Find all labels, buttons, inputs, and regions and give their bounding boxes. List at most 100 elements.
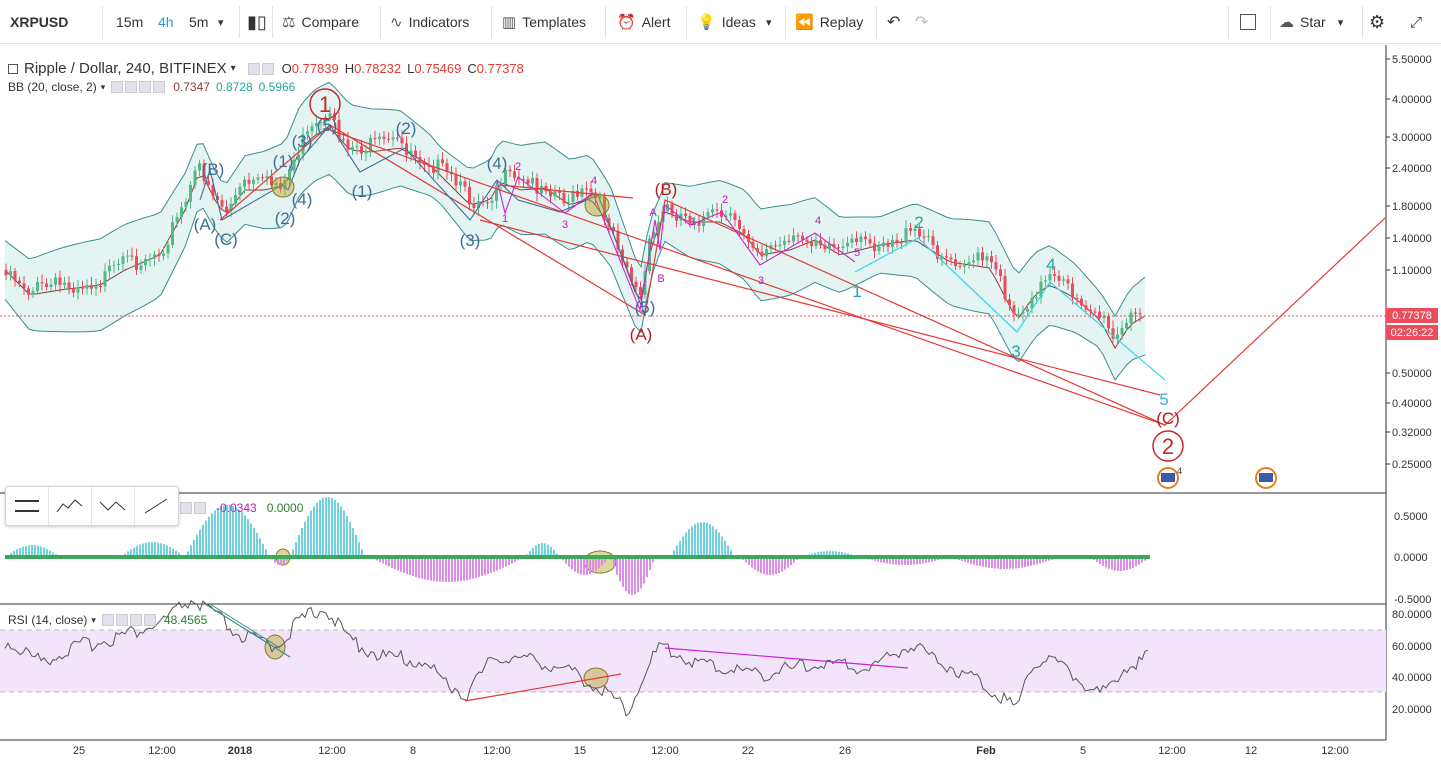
highlight-markers — [264, 176, 617, 689]
time-tick-label: 25 — [73, 745, 85, 757]
event-count-label: 4 — [1177, 466, 1182, 476]
rsi-dropdown-icon[interactable]: ▾ — [91, 614, 96, 625]
wave-B-intermediate-label: (B) — [202, 160, 225, 179]
minor-wave-B-label: B — [657, 273, 664, 285]
elliott-correction-icon[interactable] — [92, 487, 135, 525]
minute-wave-2-label: 2 — [914, 213, 923, 232]
bb-close-icon[interactable] — [153, 81, 166, 93]
minute-wave-3-label: 3 — [1011, 342, 1020, 361]
osc-close-icon[interactable] — [194, 502, 206, 514]
replay-button[interactable]: ⏪ Replay — [795, 0, 863, 44]
price-tick-label: 1.40000 — [1392, 233, 1432, 245]
alert-label: Alert — [641, 14, 671, 30]
alarm-clock-icon: ⏰ — [617, 14, 636, 31]
price-tick-label: 0.50000 — [1392, 368, 1432, 380]
wave-1-intermediate-label: (1) — [273, 152, 294, 171]
price-tick-label: 2.40000 — [1392, 163, 1432, 175]
rsi-eye-icon[interactable] — [101, 614, 114, 626]
interval-15m[interactable]: 15m — [116, 14, 144, 30]
rsi-add-icon[interactable] — [129, 614, 142, 626]
ideas-button[interactable]: 💡 Ideas ▾ — [697, 0, 771, 44]
time-tick-label: 12:00 — [483, 745, 511, 757]
price-tick-label: 1.80000 — [1392, 201, 1432, 213]
minor-wave-1b-label: 1 — [690, 216, 696, 228]
fullscreen-box-icon[interactable] — [1240, 0, 1256, 44]
bb-mid-value: 0.7347 — [173, 80, 210, 94]
osc-trendline — [209, 603, 281, 649]
bb-dropdown-icon[interactable]: ▾ — [100, 81, 106, 92]
rsi-label[interactable]: RSI (14, close) — [8, 613, 88, 627]
wave-C-intermediate-label: (C) — [214, 230, 238, 249]
rsi-tick-label: 40.0000 — [1392, 672, 1432, 684]
minute-wave-lines — [854, 237, 1166, 381]
star-dropdown-icon: ▾ — [1337, 16, 1344, 29]
wave-2-intermediate-label: (2) — [275, 209, 296, 228]
osc-tick-label: 0.5000 — [1394, 511, 1428, 523]
last-price-tag: 0.77378 — [1386, 308, 1438, 323]
bb-lower-value: 0.5966 — [258, 80, 296, 94]
bb-settings-icon[interactable] — [125, 81, 138, 93]
minor-wave-2b-label: 2 — [722, 194, 728, 206]
price-tick-label: 0.32000 — [1392, 427, 1432, 439]
indicators-button[interactable]: ∿ Indicators — [390, 0, 469, 44]
templates-button[interactable]: ▥ Templates — [502, 0, 586, 44]
hamburger-menu-icon[interactable] — [6, 487, 49, 525]
minute-wave-4-label: 4 — [1046, 255, 1055, 274]
eye-icon[interactable] — [247, 62, 260, 75]
interval-5m[interactable]: 5m — [189, 14, 209, 30]
expand-icon[interactable]: ⤢ — [1410, 13, 1423, 31]
alert-button[interactable]: ⏰ Alert — [617, 0, 670, 44]
economic-event-icons[interactable]: 4 — [1157, 466, 1277, 489]
candle-style-icon[interactable]: ▮▯ — [247, 11, 267, 32]
bb-label[interactable]: BB (20, close, 2) — [8, 80, 97, 94]
interval-4h[interactable]: 4h — [158, 14, 174, 30]
compare-button[interactable]: ⚖ Compare — [282, 0, 359, 44]
time-tick-label: 2018 — [228, 745, 252, 757]
osc-legend: -0.0343 0.0000 — [180, 501, 303, 515]
rsi-legend: RSI (14, close) ▾ 48.4565 — [8, 613, 207, 627]
bb-add-icon[interactable] — [139, 81, 152, 93]
redo-icon[interactable]: ↷ — [915, 14, 929, 31]
osc-add-icon[interactable] — [180, 502, 192, 514]
interval-dropdown-icon[interactable]: ▾ — [218, 16, 224, 29]
trend-line-icon[interactable] — [135, 487, 177, 525]
wave-1-label: 1 — [319, 92, 331, 117]
wave-A-intermediate-label: (A) — [194, 215, 217, 234]
symbol-search[interactable]: XRPUSD — [10, 14, 69, 30]
rsi-axis: 80.0000 60.0000 40.0000 20.0000 — [1392, 609, 1432, 716]
settings-small-icon[interactable] — [261, 62, 274, 75]
elliott-impulse-icon[interactable] — [49, 487, 92, 525]
drawing-toolbar — [5, 486, 179, 526]
price-tick-label: 4.00000 — [1392, 94, 1432, 106]
rsi-close-icon[interactable] — [143, 614, 156, 626]
ideas-dropdown-icon: ▾ — [765, 16, 772, 29]
rsi-value: 48.4565 — [163, 613, 208, 627]
minor-wave-4-label: 4 — [591, 175, 597, 187]
ideas-label: Ideas — [721, 14, 756, 30]
minor-wave-3b-label: 3 — [758, 275, 764, 287]
chart-area[interactable]: 5.50000 4.00000 3.00000 2.40000 1.80000 1.400… — [0, 45, 1441, 763]
wave-B-label: (B) — [655, 180, 678, 199]
price-tick-label: 0.25000 — [1392, 459, 1432, 471]
price-tick-label: 3.00000 — [1392, 132, 1432, 144]
gear-icon[interactable]: ⚙ — [1369, 11, 1386, 32]
oscillator-histogram — [7, 497, 1149, 595]
rsi-tick-label: 20.0000 — [1392, 704, 1432, 716]
time-tick-label: 15 — [574, 745, 586, 757]
rsi-line — [4, 599, 1149, 717]
series-dropdown-icon[interactable]: ▾ — [230, 63, 236, 74]
series-title[interactable]: Ripple / Dollar, 240, BITFINEX — [24, 60, 227, 77]
time-axis: 25 12:00 2018 12:00 8 12:00 15 12:00 22 26 Feb 5 12:… — [73, 745, 1349, 757]
open-label: O — [281, 61, 292, 76]
wave-5b-intermediate-label: (5) — [635, 298, 656, 317]
bollinger-bands — [4, 81, 1146, 381]
bb-eye-icon[interactable] — [111, 81, 124, 93]
low-label: L — [407, 61, 415, 76]
collapse-legend-icon[interactable] — [8, 63, 18, 74]
rsi-settings-icon[interactable] — [115, 614, 128, 626]
star-button[interactable]: ☁ Star ▾ — [1279, 0, 1343, 44]
undo-icon[interactable]: ↶ — [887, 14, 901, 31]
osc-value-2: 0.0000 — [266, 501, 304, 515]
time-tick-label: 12:00 — [1158, 745, 1186, 757]
wave-2-label: 2 — [1162, 434, 1174, 459]
